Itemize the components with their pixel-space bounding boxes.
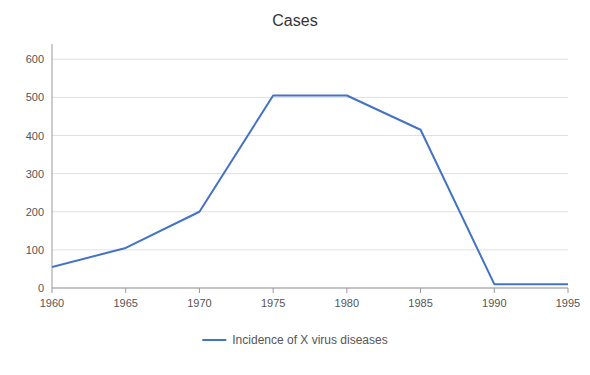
legend-swatch bbox=[202, 339, 226, 341]
y-axis-line bbox=[52, 44, 53, 288]
x-tick-label: 1975 bbox=[261, 297, 285, 309]
x-tick bbox=[125, 288, 126, 293]
series-line bbox=[52, 95, 568, 284]
x-tick-label: 1965 bbox=[113, 297, 137, 309]
y-tick-label: 300 bbox=[26, 168, 44, 180]
grid-line bbox=[52, 97, 568, 98]
grid-line bbox=[52, 249, 568, 250]
x-tick bbox=[346, 288, 347, 293]
x-tick bbox=[420, 288, 421, 293]
x-tick bbox=[273, 288, 274, 293]
legend: Incidence of X virus diseases bbox=[202, 333, 387, 347]
y-tick-label: 200 bbox=[26, 206, 44, 218]
x-tick bbox=[568, 288, 569, 293]
grid-line bbox=[52, 288, 568, 289]
grid bbox=[52, 59, 568, 288]
y-tick-label: 400 bbox=[26, 130, 44, 142]
y-tick-label: 600 bbox=[26, 53, 44, 65]
x-tick bbox=[52, 288, 53, 293]
grid-line bbox=[52, 211, 568, 212]
chart-title: Cases bbox=[272, 12, 317, 29]
x-tick-label: 1990 bbox=[482, 297, 506, 309]
y-tick-label: 100 bbox=[26, 244, 44, 256]
plot-area bbox=[52, 95, 568, 284]
chart-container: Cases 0 100 200 300 400 500 600 1960 1965 1970 1975… bbox=[0, 0, 590, 375]
x-tick-label: 1970 bbox=[187, 297, 211, 309]
x-tick-label: 1995 bbox=[556, 297, 580, 309]
chart-svg: Cases 0 100 200 300 400 500 600 1960 1965 1970 1975… bbox=[0, 0, 590, 375]
grid-line bbox=[52, 135, 568, 136]
x-tick-label: 1960 bbox=[40, 297, 64, 309]
y-tick-label: 0 bbox=[38, 282, 44, 294]
x-tick bbox=[199, 288, 200, 293]
grid-line bbox=[52, 173, 568, 174]
x-axis-line bbox=[52, 288, 568, 289]
x-tick-label: 1980 bbox=[335, 297, 359, 309]
legend-label: Incidence of X virus diseases bbox=[232, 333, 387, 347]
x-tick bbox=[494, 288, 495, 293]
grid-line bbox=[52, 59, 568, 60]
y-tick-label: 500 bbox=[26, 91, 44, 103]
x-tick-label: 1985 bbox=[408, 297, 432, 309]
